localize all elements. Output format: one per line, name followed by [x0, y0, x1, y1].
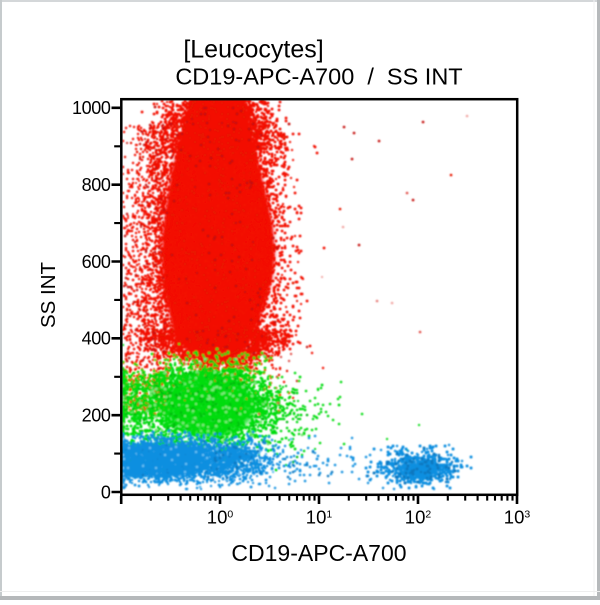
svg-text:0: 0 — [101, 482, 111, 502]
svg-text:200: 200 — [82, 406, 111, 426]
svg-text:[Leucocytes]: [Leucocytes] — [183, 36, 323, 64]
svg-text:100: 100 — [207, 507, 234, 528]
svg-text:102: 102 — [405, 507, 432, 528]
svg-text:CD19-APC-A700 / SS INT: CD19-APC-A700 / SS INT — [175, 64, 462, 90]
svg-text:600: 600 — [82, 252, 111, 272]
svg-text:103: 103 — [504, 507, 531, 528]
svg-text:101: 101 — [306, 507, 333, 528]
svg-text:SS INT: SS INT — [37, 261, 60, 328]
svg-text:800: 800 — [82, 175, 111, 195]
svg-text:400: 400 — [82, 329, 111, 349]
svg-text:CD19-APC-A700: CD19-APC-A700 — [231, 540, 406, 566]
svg-text:1000: 1000 — [72, 98, 111, 118]
